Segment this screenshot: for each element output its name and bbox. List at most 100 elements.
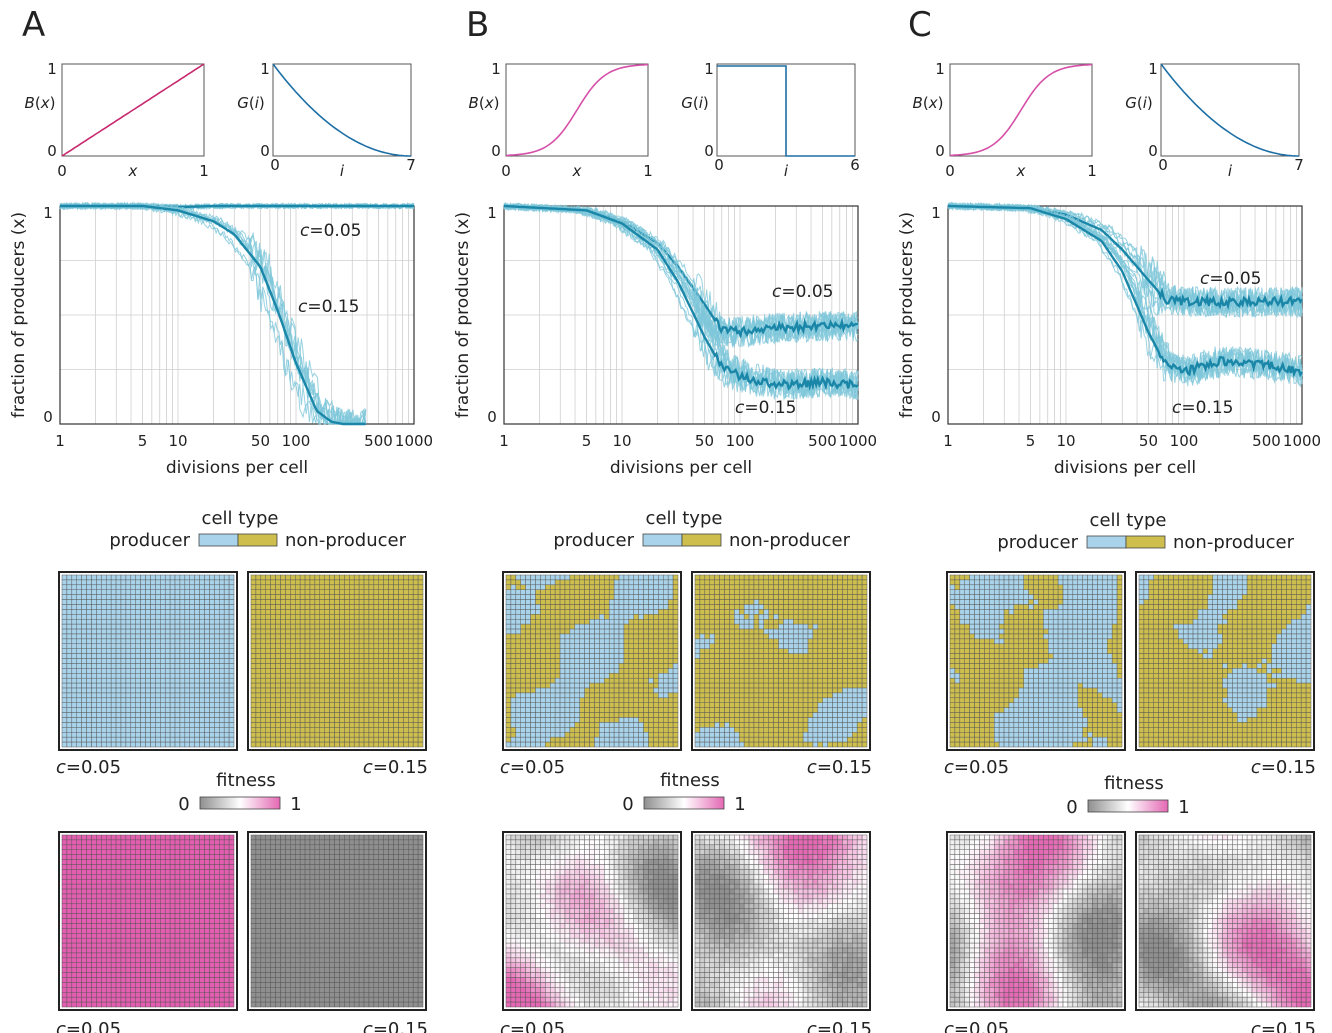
grid-cell xyxy=(194,992,200,998)
grid-cell xyxy=(115,614,122,620)
grid-cell xyxy=(189,594,195,600)
grid-cell xyxy=(339,879,345,885)
grid-cell xyxy=(309,584,316,590)
grid-cell xyxy=(304,732,311,738)
grid-cell xyxy=(194,604,200,610)
grid-cell xyxy=(250,928,257,934)
grid-cell xyxy=(130,854,136,860)
grid-cell xyxy=(383,727,389,733)
grid-cell xyxy=(184,623,190,630)
grid-cell xyxy=(329,687,335,694)
grid-cell xyxy=(66,604,73,610)
grid-cell xyxy=(223,918,230,924)
grid-cell xyxy=(96,849,102,855)
grid-cell xyxy=(280,898,286,905)
grid-cell xyxy=(388,648,394,654)
grid-cell xyxy=(189,992,195,998)
grid-cell xyxy=(164,859,171,865)
grid-cell xyxy=(353,584,360,590)
grid-cell xyxy=(228,584,235,590)
grid-cell xyxy=(66,697,73,703)
grid-cell xyxy=(214,996,220,1003)
grid-cell xyxy=(179,854,186,860)
grid-cell xyxy=(344,741,350,748)
grid-cell xyxy=(71,874,77,880)
grid-cell xyxy=(110,952,117,959)
grid-cell xyxy=(219,874,225,880)
grid-cell xyxy=(174,687,181,694)
grid-cell xyxy=(388,962,394,968)
grid-cell xyxy=(120,834,127,841)
grid-cell xyxy=(363,584,370,590)
grid-cell xyxy=(295,741,301,748)
grid-cell xyxy=(130,933,136,939)
grid-cell xyxy=(408,962,414,968)
grid-cell xyxy=(275,893,281,900)
grid-cell xyxy=(314,834,321,841)
grid-cell xyxy=(125,883,132,890)
grid-cell xyxy=(174,722,181,728)
grid-cell xyxy=(280,962,286,968)
grid-cell xyxy=(314,707,321,713)
grid-cell xyxy=(106,883,112,890)
grid-cell xyxy=(209,888,215,895)
grid-cell xyxy=(334,682,340,689)
grid-cell xyxy=(383,677,389,684)
grid-cell xyxy=(66,987,73,993)
grid-cell xyxy=(270,732,276,738)
grid-cell xyxy=(204,982,210,988)
grid-cell xyxy=(140,864,146,870)
grid-cell xyxy=(329,599,335,605)
grid-cell xyxy=(155,879,161,885)
grid-cell xyxy=(101,913,107,919)
grid-cell xyxy=(71,653,77,659)
grid-cell xyxy=(324,682,330,689)
bx-curve xyxy=(61,63,205,157)
grid-cell xyxy=(223,741,230,748)
grid-cell xyxy=(383,574,389,581)
grid-cell xyxy=(61,677,68,684)
grid-cell xyxy=(110,839,117,846)
main-plot: c=0.05c=0.151 5 10 50 100 500 100010divisions … xyxy=(9,201,433,478)
grid-cell xyxy=(417,996,424,1003)
grid-cell xyxy=(299,668,306,674)
grid-cell xyxy=(61,849,68,855)
grid-cell xyxy=(378,839,384,846)
grid-cell xyxy=(373,839,379,846)
grid-cell xyxy=(66,623,73,630)
grid-cell xyxy=(270,628,276,635)
grid-cell xyxy=(96,883,102,890)
grid-cell xyxy=(388,589,394,595)
grid-cell xyxy=(255,697,262,703)
grid-cell xyxy=(174,903,181,909)
grid-cell xyxy=(408,717,414,723)
grid-cell xyxy=(228,918,235,924)
grid-cell xyxy=(403,937,409,944)
grid-cell xyxy=(349,957,355,963)
grid-cell xyxy=(106,992,112,998)
grid-cell xyxy=(373,869,379,875)
grid-cell xyxy=(86,957,92,963)
grid-cell xyxy=(140,732,146,738)
grid-cell xyxy=(304,717,311,723)
grid-cell xyxy=(265,928,271,934)
grid-cell xyxy=(81,982,87,988)
grid-cell xyxy=(86,609,92,615)
grid-cell xyxy=(290,692,296,699)
grid-cell xyxy=(86,633,92,640)
grid-cell xyxy=(204,732,210,738)
grid-cell xyxy=(324,717,330,723)
grid-cell xyxy=(280,732,286,738)
grid-cell xyxy=(383,1001,389,1008)
grid-cell xyxy=(304,599,311,605)
grid-cell xyxy=(130,937,136,944)
grid-cell xyxy=(363,898,370,905)
grid-cell xyxy=(101,741,107,748)
grid-cell xyxy=(339,722,345,728)
grid-cell xyxy=(304,579,311,586)
grid-cell xyxy=(353,879,360,885)
grid-cell xyxy=(270,977,276,983)
grid-cell xyxy=(299,727,306,733)
grid-cell xyxy=(115,736,122,743)
grid-cell xyxy=(214,682,220,689)
